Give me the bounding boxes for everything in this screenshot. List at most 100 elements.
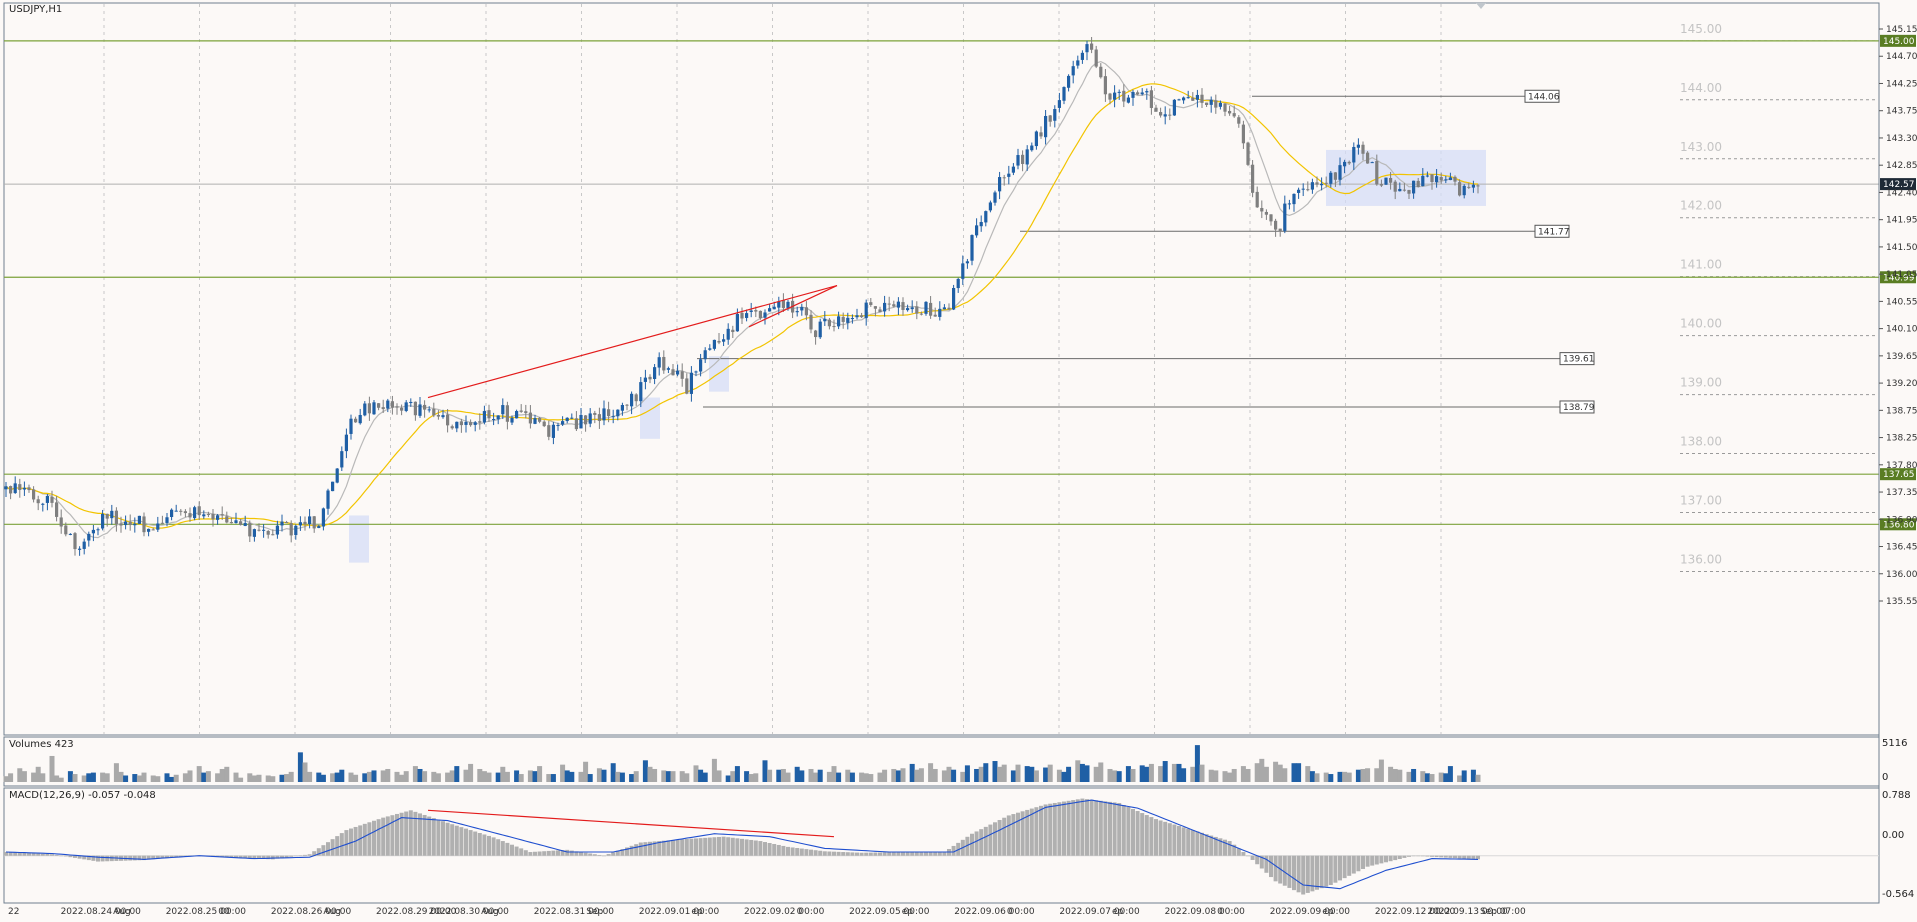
candle-body	[41, 503, 45, 505]
macd-histogram-bar	[321, 845, 326, 856]
candle-body	[694, 371, 698, 373]
volume-bar	[900, 768, 906, 782]
highlight-zone	[709, 356, 729, 392]
watermark-level-label: 144.00	[1680, 81, 1722, 95]
scroll-marker-icon[interactable]	[1476, 3, 1486, 9]
macd-histogram-bar	[22, 852, 27, 856]
candle-body	[262, 529, 266, 531]
y-tick-label: 144.70	[1886, 52, 1917, 62]
macd-histogram-bar	[684, 839, 689, 856]
macd-histogram-bar	[1448, 855, 1453, 858]
macd-histogram-bar	[841, 852, 846, 856]
volume-bar	[270, 776, 276, 782]
macd-histogram-bar	[1411, 855, 1416, 857]
macd-histogram-bar	[1167, 823, 1172, 856]
macd-histogram-bar	[813, 850, 818, 856]
volume-bar	[81, 775, 87, 782]
macd-histogram-bar	[1351, 855, 1356, 874]
macd-histogram-bar	[1466, 855, 1471, 859]
volume-bar	[1457, 775, 1463, 782]
macd-histogram-bar	[1453, 855, 1457, 859]
macd-axis-zero: 0.00	[1882, 830, 1905, 841]
macd-histogram-bar	[643, 842, 648, 856]
macd-histogram-bar	[142, 855, 146, 861]
y-tick-label: 135.55	[1886, 597, 1917, 607]
macd-histogram-bar	[891, 852, 896, 856]
candle-body	[1444, 179, 1448, 181]
candle-body	[924, 301, 928, 314]
candle-body	[455, 421, 459, 429]
price-panel[interactable]: 145.00 144.00 143.00 142.00 141.00 140.00 139.…	[3, 2, 1917, 903]
macd-histogram-bar	[27, 853, 31, 856]
macd-histogram-bar	[1273, 855, 1278, 882]
volume-bar	[877, 772, 883, 782]
volume-bar	[1001, 764, 1007, 782]
macd-histogram-bar	[1259, 855, 1264, 869]
macd-histogram-bar	[896, 852, 901, 856]
candle-body	[119, 523, 123, 526]
volume-bar	[1342, 771, 1348, 782]
candle-body	[1057, 100, 1061, 108]
volume-bar	[1190, 766, 1196, 782]
candle-body	[1182, 97, 1186, 101]
volume-bar	[100, 772, 106, 782]
macd-histogram-bar	[583, 852, 588, 856]
volume-bar	[928, 763, 934, 782]
candle-body	[1149, 90, 1153, 108]
candle-body	[685, 378, 689, 394]
volume-bar	[233, 772, 239, 782]
volume-bar	[348, 772, 354, 782]
candle-body	[745, 313, 749, 318]
candle-body	[657, 357, 661, 368]
volume-bar	[946, 766, 952, 782]
volume-bar	[831, 766, 837, 782]
candle-body	[321, 508, 325, 527]
macd-histogram-bar	[1195, 831, 1200, 856]
macd-panel[interactable]	[3, 787, 1880, 904]
volume-bar	[1282, 768, 1288, 782]
candle-body	[298, 522, 302, 526]
macd-histogram-bar	[1246, 855, 1250, 857]
time-axis-label: 2022.08.30 00:00	[429, 907, 510, 917]
candle-body	[1389, 177, 1393, 183]
candle-body	[1439, 177, 1443, 181]
macd-histogram-bar	[809, 849, 813, 856]
macd-histogram-bar	[59, 855, 64, 857]
volume-bar	[104, 773, 110, 782]
time-axis-label: 2022.08.26 00:00	[271, 907, 352, 917]
macd-histogram-bar	[1324, 855, 1329, 887]
candle-body	[1209, 99, 1213, 105]
volume-bar	[601, 769, 607, 782]
volume-bar	[1098, 762, 1104, 782]
candle-body	[289, 523, 293, 536]
volume-bar	[173, 774, 179, 782]
macd-histogram-bar	[257, 855, 261, 859]
macd-histogram-bar	[864, 852, 869, 856]
y-tick-label: 139.20	[1886, 379, 1917, 389]
volume-panel[interactable]	[3, 736, 1880, 787]
y-tick-label: 136.00	[1886, 570, 1917, 580]
macd-histogram-bar	[1333, 855, 1338, 883]
candle-body	[91, 529, 95, 534]
volume-bar	[1024, 766, 1030, 782]
volume-bar	[288, 771, 294, 782]
macd-histogram-bar	[1126, 807, 1131, 856]
macd-histogram-bar	[1140, 813, 1145, 856]
candle-body	[349, 418, 353, 434]
highlight-zone	[640, 397, 660, 439]
macd-histogram-bar	[441, 821, 445, 856]
price-level-label: 144.06	[1528, 92, 1560, 102]
candle-body	[1195, 94, 1199, 100]
volume-bar	[868, 774, 874, 782]
macd-histogram-bar	[31, 853, 36, 856]
candle-body	[607, 409, 611, 417]
macd-histogram-bar	[832, 851, 836, 856]
candle-body	[1402, 189, 1406, 191]
candle-body	[1021, 154, 1025, 164]
macd-histogram-bar	[901, 852, 905, 856]
candle-body	[18, 484, 22, 490]
volume-bar	[86, 773, 92, 782]
candle-body	[1476, 185, 1480, 187]
volume-bar	[353, 774, 359, 782]
volume-bar	[495, 772, 501, 782]
